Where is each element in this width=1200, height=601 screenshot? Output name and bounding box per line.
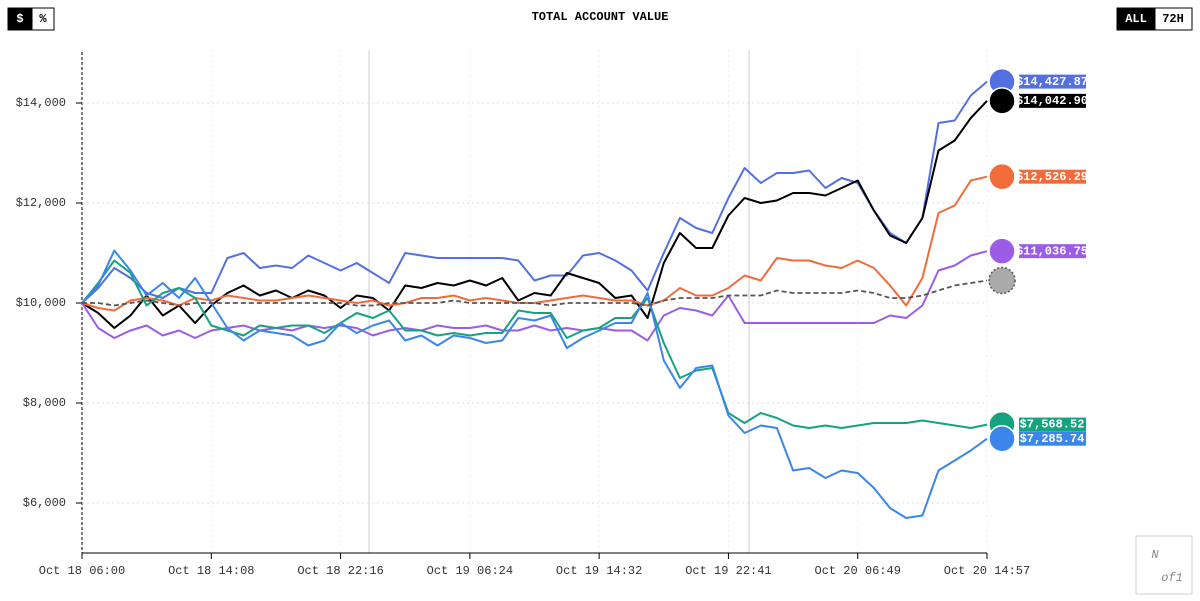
end-label: $11,036.75 [1016, 244, 1088, 258]
y-tick-label: $10,000 [16, 296, 66, 310]
end-icon [988, 162, 1016, 191]
toggle-label: ALL [1125, 12, 1147, 26]
end-label-box [1019, 417, 1086, 432]
y-tick-label: $6,000 [23, 496, 66, 510]
series-line [81, 250, 988, 342]
series-line [81, 249, 988, 519]
toggle-label: $ [16, 12, 23, 26]
end-label: $14,427.87 [1016, 75, 1088, 89]
end-label: $14,042.90 [1016, 94, 1088, 108]
x-tick-label: Oct 18 22:16 [297, 564, 383, 578]
end-icon [988, 237, 1016, 265]
end-label-box [1019, 431, 1086, 446]
end-label: $7,285.74 [1020, 432, 1085, 446]
series-line [81, 80, 988, 304]
end-icon [988, 87, 1016, 115]
end-label-box [1019, 244, 1086, 259]
end-label-box [1019, 74, 1086, 89]
chart-title: TOTAL ACCOUNT VALUE [532, 10, 669, 24]
toggle-label: 72H [1162, 12, 1184, 26]
logo-box [1135, 535, 1193, 595]
x-tick-label: Oct 20 14:57 [944, 564, 1030, 578]
x-tick-label: Oct 20 06:49 [815, 564, 901, 578]
y-tick-label: $14,000 [16, 96, 66, 110]
end-label: $12,526.29 [1016, 170, 1088, 184]
y-tick-label: $12,000 [16, 196, 66, 210]
series-line [81, 175, 988, 312]
toggle-label: % [39, 12, 47, 26]
logo-text: N [1151, 548, 1159, 562]
series-line [81, 100, 988, 329]
x-tick-label: Oct 18 06:00 [39, 564, 125, 578]
end-label-box [1019, 93, 1086, 108]
end-icon [988, 424, 1016, 453]
x-tick-label: Oct 19 22:41 [685, 564, 771, 578]
logo-text: of1 [1161, 571, 1183, 585]
toggle-72h[interactable] [1154, 7, 1193, 31]
x-tick-label: Oct 19 06:24 [427, 564, 513, 578]
y-tick-label: $8,000 [23, 396, 66, 410]
end-icon [988, 266, 1016, 295]
x-tick-label: Oct 19 14:32 [556, 564, 642, 578]
end-label-box [1019, 169, 1086, 184]
x-tick-label: Oct 18 14:08 [168, 564, 254, 578]
end-label: $7,568.52 [1020, 418, 1085, 432]
toggle-percent[interactable] [31, 7, 55, 31]
